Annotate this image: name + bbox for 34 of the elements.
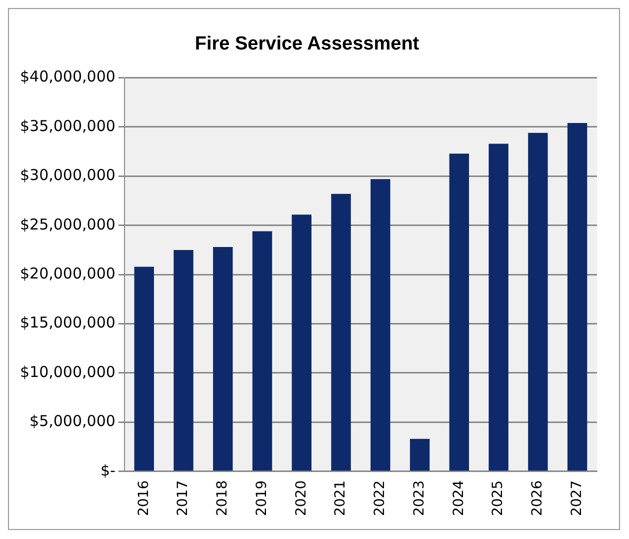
y-tick-label: $20,000,000: [20, 264, 116, 282]
x-tick-label: 2023: [411, 480, 428, 516]
bar: [370, 179, 390, 471]
bar: [528, 132, 548, 471]
y-tick-label: $10,000,000: [20, 362, 116, 381]
bar: [174, 250, 194, 471]
y-tick-label: $15,000,000: [20, 314, 116, 332]
bar: [488, 144, 508, 471]
y-tick-label: $-: [100, 461, 116, 480]
bar: [449, 154, 470, 471]
y-tick-label: $25,000,000: [20, 215, 116, 234]
x-tick-label: 2017: [175, 480, 192, 516]
x-tick-label: 2024: [450, 480, 467, 516]
x-tick-label: 2018: [214, 480, 231, 516]
x-tick-label: 2020: [293, 480, 310, 516]
x-tick-label: 2022: [372, 480, 388, 516]
x-tick-label: 2016: [136, 480, 152, 516]
y-tick-label: $5,000,000: [30, 412, 116, 430]
bar: [331, 194, 351, 471]
x-tick-label: 2025: [490, 480, 506, 516]
bar: [252, 231, 272, 471]
y-tick-label: $40,000,000: [20, 68, 116, 86]
bar: [134, 266, 154, 471]
chart-title: Fire Service Assessment: [194, 34, 420, 55]
x-tick-label: 2027: [568, 480, 585, 516]
y-tick-label: $35,000,000: [20, 116, 116, 135]
bar: [410, 438, 430, 471]
bar: [213, 247, 233, 471]
y-tick-label: $30,000,000: [20, 166, 116, 184]
x-tick-label: 2019: [254, 480, 270, 516]
bar: [567, 123, 588, 471]
bar: [292, 214, 312, 471]
x-tick-label: 2026: [530, 480, 546, 516]
x-tick-label: 2021: [332, 480, 349, 516]
